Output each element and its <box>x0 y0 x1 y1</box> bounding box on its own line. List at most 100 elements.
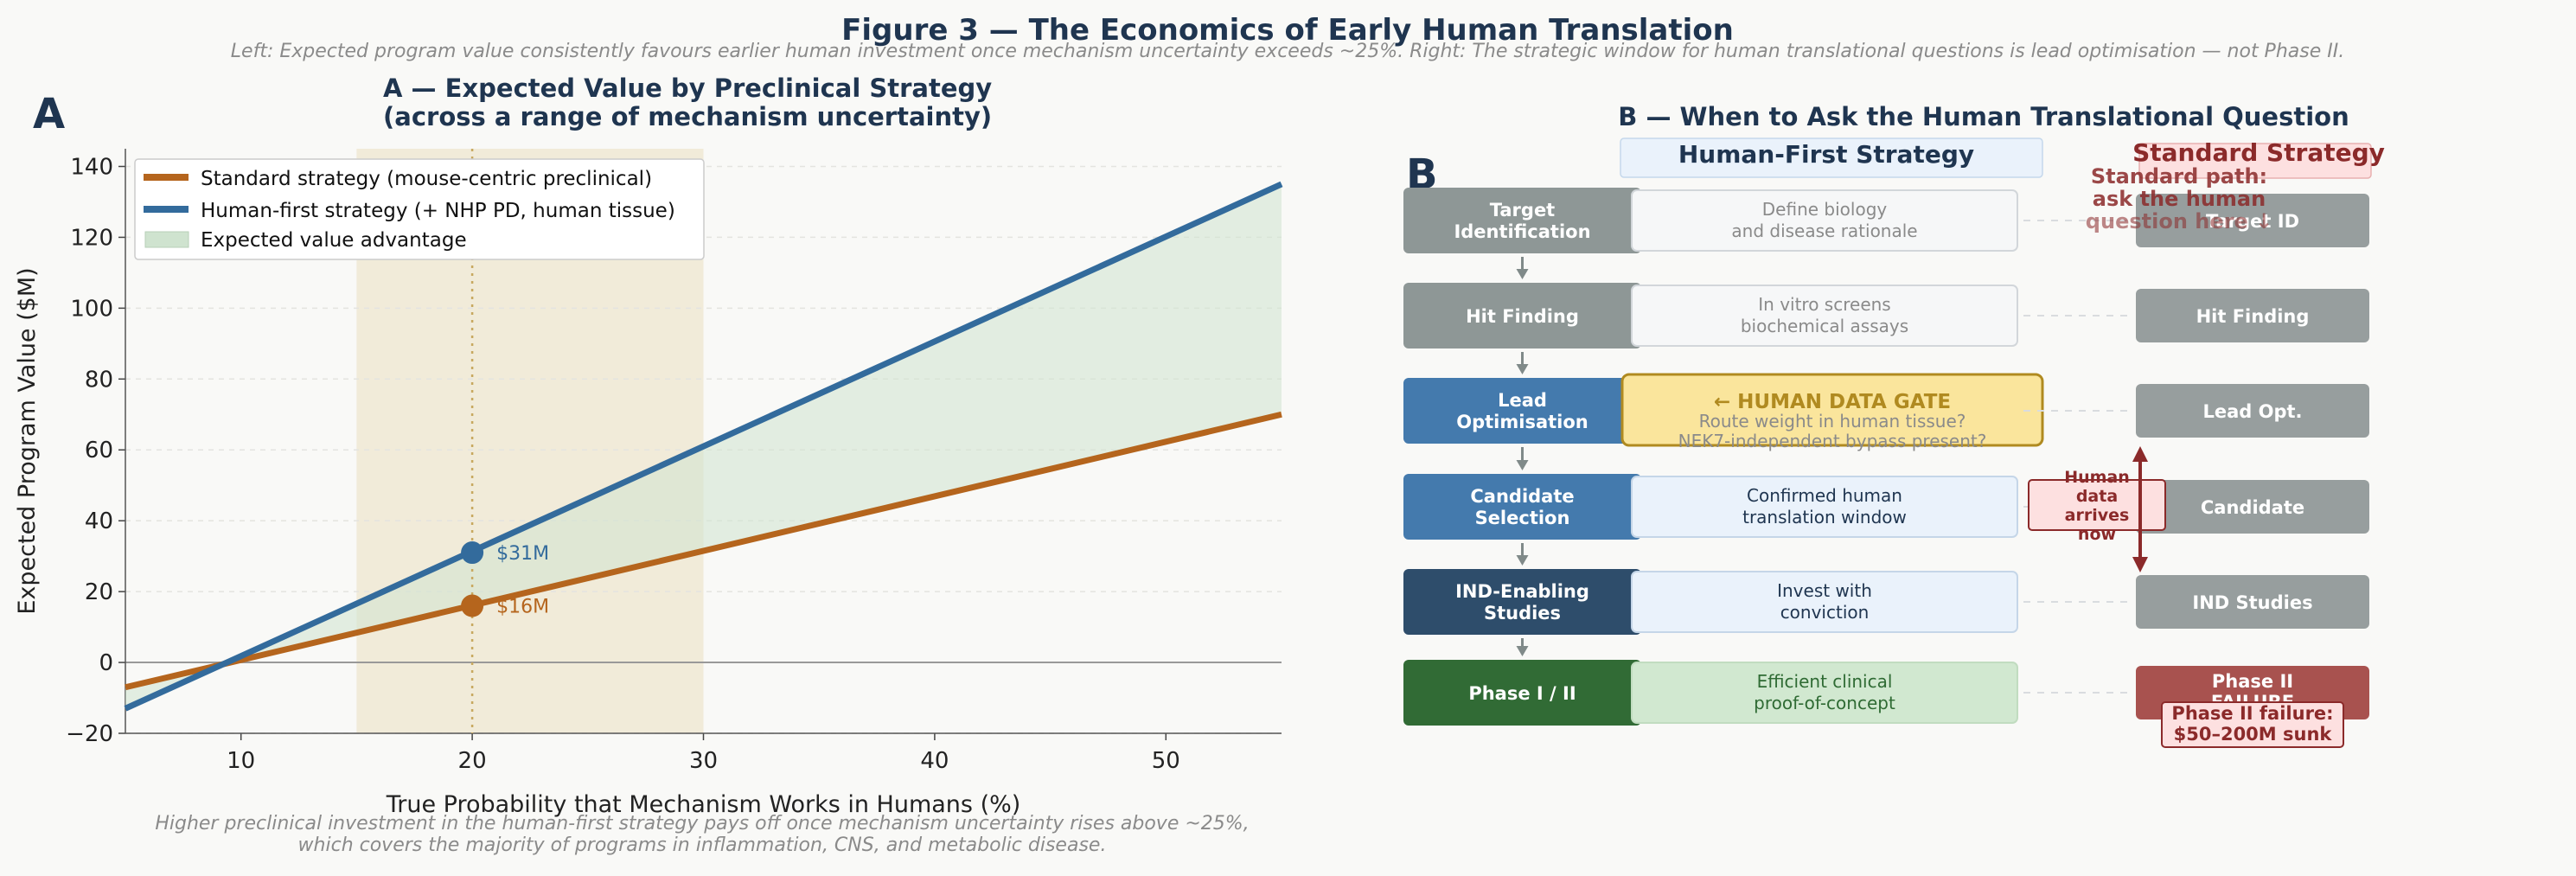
human-data-arrow-down-head <box>2132 557 2148 572</box>
standard-stage-box <box>2136 384 2369 438</box>
figure-subtitle: Left: Expected program value consistentl… <box>231 41 2344 62</box>
legend-label-advantage: Expected value advantage <box>201 229 467 252</box>
panel-a-title-line1: A — Expected Value by Preclinical Strate… <box>383 74 992 103</box>
human-first-box <box>1631 285 2018 347</box>
panel-b-title: B — When to Ask the Human Translational … <box>1618 102 2349 131</box>
y-tick-label: 140 <box>70 154 113 180</box>
flow-arrow-head <box>1516 646 1529 656</box>
stage-label-line1: Hit Finding <box>1466 306 1579 327</box>
human-first-strategy-line <box>124 181 1283 712</box>
human-box-line2: and disease rationale <box>1731 221 1917 241</box>
stage-label-line1: Phase I / II <box>1468 683 1576 704</box>
y-tick-label: 0 <box>99 650 113 676</box>
legend-label-standard: Standard strategy (mouse-centric preclin… <box>201 168 652 190</box>
standard-stage-line1: Candidate <box>2201 497 2304 518</box>
human-first-box <box>1631 189 2018 252</box>
stage-box <box>1403 378 1641 444</box>
human-box-line1: Route weight in human tissue? <box>1699 411 1966 432</box>
human-box-line1: In vitro screens <box>1758 294 1890 315</box>
stage-box <box>1403 474 1641 540</box>
stage-box <box>1403 283 1641 348</box>
x-tick-label: 40 <box>920 748 949 774</box>
human-box-line1: Invest with <box>1777 580 1872 601</box>
standard-stage-box <box>2136 575 2369 629</box>
y-tick-label: 100 <box>70 296 113 322</box>
panel-b: B — When to Ask the Human Translational … <box>1403 102 2385 748</box>
failure-note-line2: $50–200M sunk <box>2174 724 2333 745</box>
human-box-line1: Efficient clinical <box>1757 671 1893 692</box>
legend-swatch-advantage <box>144 231 189 248</box>
failure-note-box <box>2161 701 2344 748</box>
y-axis-label: Expected Program Value ($M) <box>14 267 41 614</box>
standard-stage-box <box>2136 480 2369 534</box>
figure-title: Figure 3 — The Economics of Early Human … <box>841 13 1734 48</box>
standard-header-box <box>2138 143 2372 179</box>
human-box-line2: translation window <box>1742 507 1907 528</box>
standard-stage-line1: Lead Opt. <box>2202 401 2302 422</box>
standard-stage-line1: Phase II <box>2212 671 2293 692</box>
flow-arrow-head <box>1516 460 1529 470</box>
stage-label-line1: Lead <box>1498 390 1547 411</box>
y-tick-label: 60 <box>85 438 113 464</box>
data-point <box>461 594 484 617</box>
standard-header: Standard Strategy <box>2132 138 2385 167</box>
human-first-box <box>1631 476 2018 538</box>
human-first-header-box <box>1620 137 2043 178</box>
x-tick-label: 30 <box>689 748 718 774</box>
panel-a: A A — Expected Value by Preclinical Stra… <box>14 74 1283 856</box>
flow-arrow-head <box>1516 269 1529 279</box>
standard-stage-line1: Target ID <box>2206 211 2299 232</box>
stage-label-line2: Studies <box>1484 603 1561 623</box>
human-box-line2: proof-of-concept <box>1754 693 1895 713</box>
flow-arrow-head <box>1516 364 1529 374</box>
stage-label-line2: Identification <box>1454 221 1590 242</box>
human-first-header: Human-First Strategy <box>1678 140 1974 169</box>
x-tick-label: 10 <box>227 748 255 774</box>
human-data-note-line4: now <box>2078 525 2116 544</box>
stage-box <box>1403 660 1641 726</box>
human-box-line2: NEK7-independent bypass present? <box>1678 431 1987 451</box>
stage-label-line1: Candidate <box>1470 486 1574 507</box>
panel-a-letter: A <box>33 90 65 138</box>
panel-a-caption-line2: which covers the majority of programs in… <box>298 834 1107 856</box>
x-axis-label: True Probability that Mechanism Works in… <box>386 791 1021 818</box>
standard-strategy-line <box>125 411 1282 691</box>
standard-stage-line1: IND Studies <box>2192 592 2312 613</box>
y-tick-label: 80 <box>85 367 113 393</box>
human-data-note-line1: Human <box>2064 468 2130 487</box>
x-tick-label: 20 <box>458 748 487 774</box>
legend-label-human-first: Human-first strategy (+ NHP PD, human ti… <box>201 200 675 222</box>
failure-note-line1: Phase II failure: <box>2171 703 2333 724</box>
human-box-line2: conviction <box>1780 602 1870 623</box>
standard-stage-box <box>2136 194 2369 247</box>
human-box-line1: Confirmed human <box>1747 485 1902 506</box>
panel-a-title-line2: (across a range of mechanism uncertainty… <box>383 102 992 131</box>
legend-box <box>134 158 705 260</box>
y-tick-label: −20 <box>66 721 113 747</box>
human-data-gate-label: ← HUMAN DATA GATE <box>1714 391 1951 413</box>
human-first-box <box>1631 662 2018 724</box>
standard-stage-box <box>2136 289 2369 342</box>
x-tick-label: 50 <box>1152 748 1180 774</box>
human-first-box <box>1631 571 2018 633</box>
flow-arrow-head <box>1516 555 1529 566</box>
stage-label-line2: Optimisation <box>1456 412 1588 432</box>
data-point-label: $16M <box>496 597 549 618</box>
standard-path-note-line1: Standard path: <box>2091 164 2267 189</box>
standard-path-note-line3: question here ↓ <box>2086 209 2272 233</box>
panel-a-caption-line1: Higher preclinical investment in the hum… <box>155 813 1249 834</box>
human-box-line1: Define biology <box>1762 199 1888 220</box>
human-data-note-box <box>2028 479 2166 531</box>
standard-path-note-line2: ask the human <box>2093 187 2266 211</box>
y-tick-label: 40 <box>85 508 113 534</box>
y-tick-label: 20 <box>85 579 113 605</box>
y-tick-label: 120 <box>70 225 113 251</box>
stage-box <box>1403 188 1641 253</box>
chart-legend: Standard strategy (mouse-centric preclin… <box>134 158 705 260</box>
human-data-note-line3: arrives <box>2065 506 2130 525</box>
stage-box <box>1403 569 1641 635</box>
human-data-note-line2: data <box>2076 487 2118 506</box>
stage-label-line1: Target <box>1490 200 1555 221</box>
